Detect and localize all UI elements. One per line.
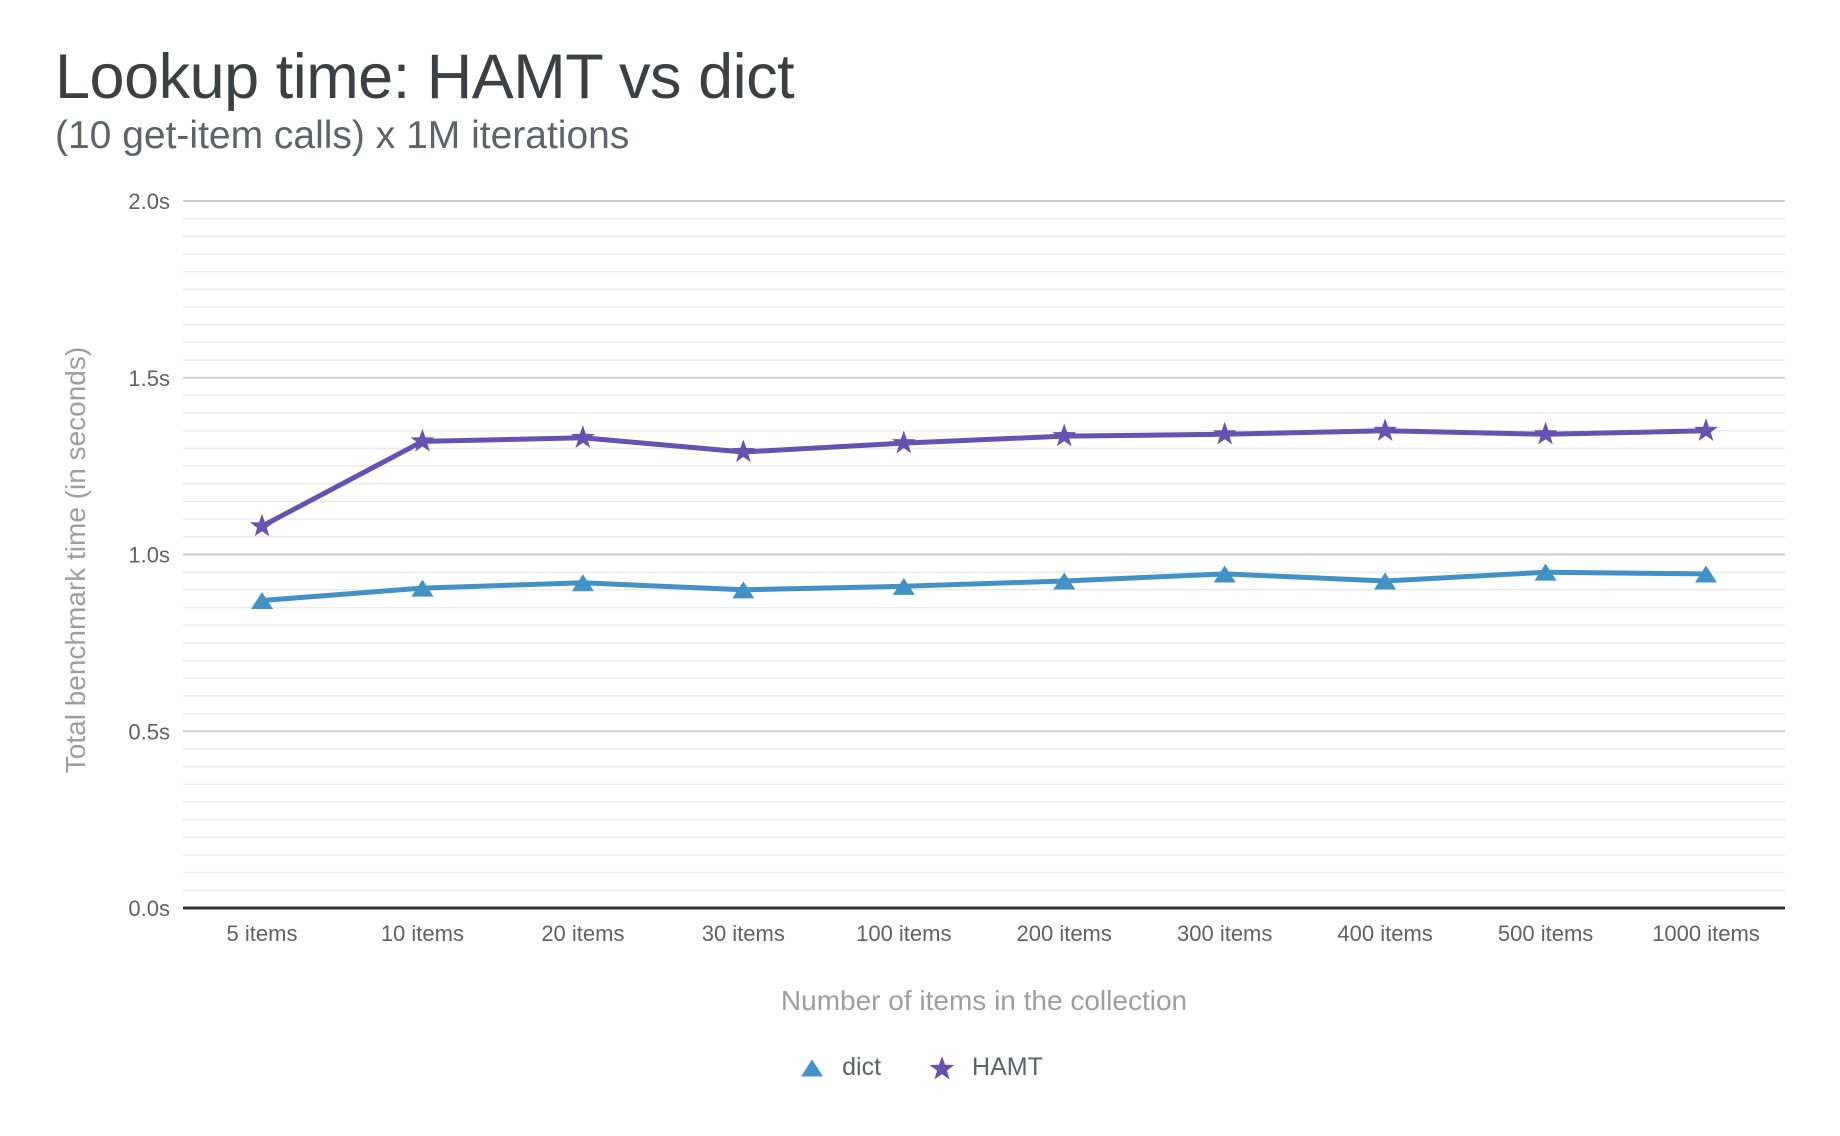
dict-point-20-items [571, 574, 594, 592]
dict-point-500-items [1534, 563, 1557, 581]
HAMT-line [259, 428, 1709, 529]
x-tick-label: 10 items [381, 921, 464, 946]
HAMT-point-200-items [1052, 423, 1077, 447]
x-tick-label: 20 items [541, 921, 624, 946]
y-tick-label: 0.5s [128, 719, 170, 744]
x-tick-label: 400 items [1337, 921, 1432, 946]
dict-point-100-items [892, 577, 915, 595]
legend-item-dict: dict [797, 1053, 881, 1082]
chart-subtitle: (10 get-item calls) x 1M iterations [55, 114, 630, 157]
dict-point-200-items [1053, 572, 1076, 590]
x-tick-label: 200 items [1017, 921, 1112, 946]
HAMT-point-300-items [1212, 421, 1237, 445]
legend-label-HAMT: HAMT [972, 1053, 1043, 1081]
x-tick-label: 100 items [856, 921, 951, 946]
HAMT-point-30-items [731, 439, 756, 463]
x-tick-label: 5 items [227, 921, 298, 946]
triangle-glyph [801, 1059, 824, 1076]
chart-title: Lookup time: HAMT vs dict [55, 42, 795, 112]
HAMT-point-400-items [1373, 418, 1397, 441]
x-tick-label: 500 items [1498, 921, 1593, 946]
y-tick-label: 1.0s [128, 543, 170, 568]
y-tick-label: 0.0s [128, 896, 170, 921]
y-tick-label: 2.0s [128, 189, 170, 214]
dict-point-5-items [251, 591, 273, 609]
HAMT-star-icon [929, 1055, 955, 1079]
legend-item-HAMT: HAMT [927, 1053, 1043, 1082]
dict-point-30-items [732, 581, 755, 599]
x-tick-label: 300 items [1177, 921, 1272, 946]
y-tick-label: 1.5s [128, 366, 170, 391]
x-axis-title: Number of items in the collection [780, 985, 1188, 1016]
HAMT-point-20-items [571, 425, 595, 448]
dict-point-10-items [411, 579, 434, 597]
star-glyph [929, 1055, 955, 1079]
x-tick-label: 1000 items [1652, 921, 1760, 946]
legend: dict HAMT [0, 1053, 1840, 1082]
HAMT-point-100-items [891, 430, 916, 454]
dict-point-300-items [1213, 565, 1236, 583]
dict-point-400-items [1374, 572, 1397, 590]
HAMT-point-5-items [250, 513, 274, 537]
dict-point-1000-items [1695, 565, 1717, 583]
dict-line [259, 569, 1709, 603]
legend-label-dict: dict [842, 1053, 882, 1081]
dict-triangle-icon [801, 1059, 824, 1076]
HAMT-point-500-items [1533, 421, 1558, 445]
x-tick-label: 30 items [702, 921, 785, 946]
HAMT-point-1000-items [1694, 418, 1718, 441]
HAMT-point-10-items [410, 428, 435, 452]
